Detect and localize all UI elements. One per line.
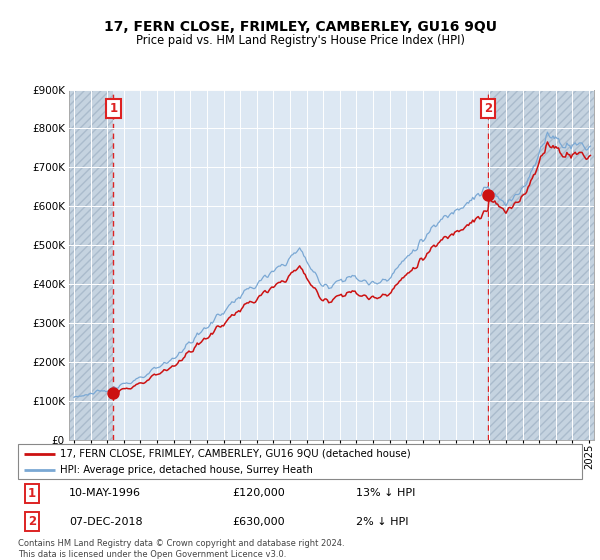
Text: 2: 2 — [28, 515, 36, 528]
Text: 17, FERN CLOSE, FRIMLEY, CAMBERLEY, GU16 9QU: 17, FERN CLOSE, FRIMLEY, CAMBERLEY, GU16… — [104, 20, 497, 34]
Text: 1: 1 — [109, 102, 118, 115]
Text: £630,000: £630,000 — [232, 517, 285, 527]
Text: HPI: Average price, detached house, Surrey Heath: HPI: Average price, detached house, Surr… — [60, 465, 313, 475]
Text: 13% ↓ HPI: 13% ↓ HPI — [356, 488, 416, 498]
Text: 2: 2 — [484, 102, 492, 115]
Text: £120,000: £120,000 — [232, 488, 285, 498]
FancyBboxPatch shape — [18, 444, 582, 479]
Text: 1: 1 — [28, 487, 36, 500]
Bar — [488, 90, 594, 440]
Bar — [69, 90, 113, 440]
Text: 07-DEC-2018: 07-DEC-2018 — [69, 517, 142, 527]
Text: 2% ↓ HPI: 2% ↓ HPI — [356, 517, 409, 527]
Text: Price paid vs. HM Land Registry's House Price Index (HPI): Price paid vs. HM Land Registry's House … — [136, 34, 464, 46]
Text: Contains HM Land Registry data © Crown copyright and database right 2024.
This d: Contains HM Land Registry data © Crown c… — [18, 539, 344, 559]
Text: 10-MAY-1996: 10-MAY-1996 — [69, 488, 141, 498]
Text: 17, FERN CLOSE, FRIMLEY, CAMBERLEY, GU16 9QU (detached house): 17, FERN CLOSE, FRIMLEY, CAMBERLEY, GU16… — [60, 449, 411, 459]
